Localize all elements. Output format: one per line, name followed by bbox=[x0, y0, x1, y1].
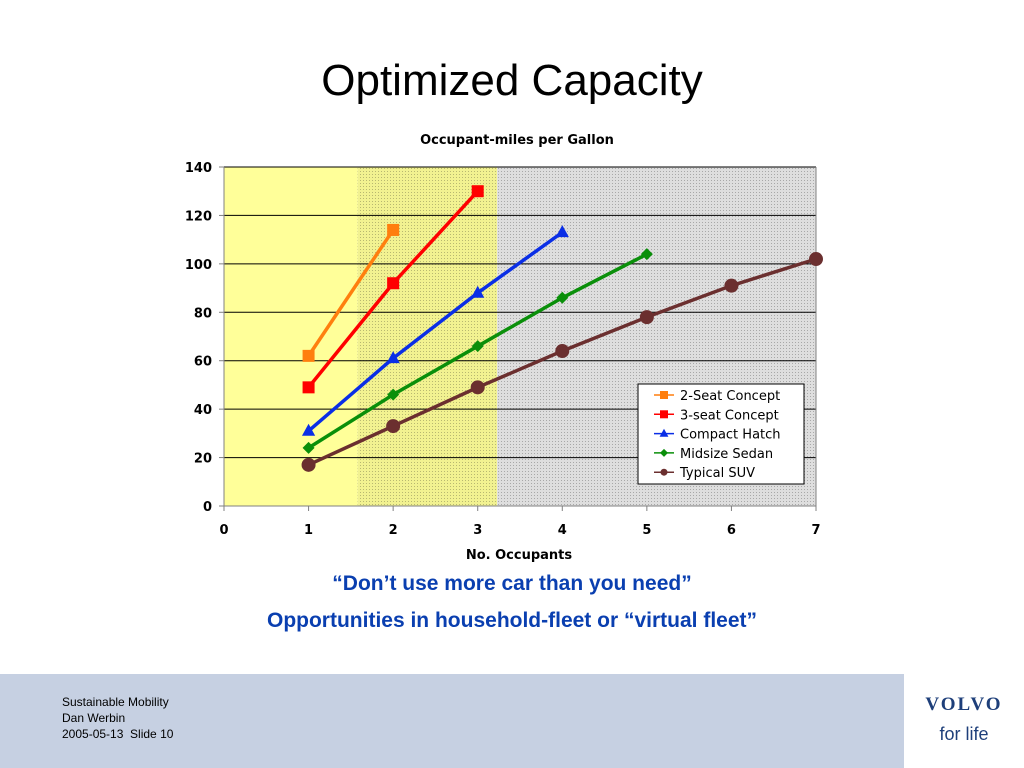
x-tick-label-7: 7 bbox=[811, 523, 820, 538]
data-point-3-3 bbox=[556, 291, 569, 304]
y-tick-label-20: 20 bbox=[194, 452, 212, 467]
data-point-2-1 bbox=[386, 351, 400, 364]
x-tick-label-6: 6 bbox=[727, 523, 736, 538]
y-tick-label-0: 0 bbox=[203, 500, 212, 515]
legend-swatch-marker-3 bbox=[660, 448, 668, 457]
x-tick-label-1: 1 bbox=[304, 523, 313, 538]
x-tick-label-4: 4 bbox=[558, 523, 567, 538]
legend-label-3: Midsize Sedan bbox=[680, 447, 773, 462]
legend-label-0: 2-Seat Concept bbox=[680, 389, 780, 404]
data-point-4-6 bbox=[809, 252, 823, 267]
logo-area: VOLVO for life bbox=[904, 674, 1024, 768]
series-line-2 bbox=[307, 230, 564, 433]
footer-line-author: Dan Werbin bbox=[62, 711, 126, 725]
data-point-2-3 bbox=[555, 225, 569, 238]
series-2 bbox=[301, 225, 569, 436]
data-point-4-3 bbox=[555, 344, 570, 359]
y-tick-label-100: 100 bbox=[185, 258, 212, 273]
data-point-4-0 bbox=[301, 457, 316, 472]
legend-swatch-marker-0 bbox=[660, 391, 668, 399]
slide-title: Optimized Capacity bbox=[321, 56, 703, 105]
series-0 bbox=[302, 223, 400, 362]
x-tick-label-3: 3 bbox=[473, 523, 482, 538]
x-tick-label-5: 5 bbox=[642, 523, 651, 538]
chart-title: Occupant-miles per Gallon bbox=[420, 133, 614, 148]
y-tick-label-120: 120 bbox=[185, 209, 212, 224]
data-point-4-5 bbox=[724, 278, 739, 293]
legend-swatch-marker-2 bbox=[659, 428, 669, 437]
data-point-1-0 bbox=[302, 381, 315, 394]
series-3 bbox=[302, 248, 653, 454]
data-point-4-2 bbox=[470, 380, 485, 395]
data-point-3-2 bbox=[471, 340, 484, 353]
data-point-4-4 bbox=[639, 310, 654, 325]
caption-line-2: Opportunities in household-fleet or “vir… bbox=[266, 609, 758, 632]
footer-line-date-slide: 2005-05-13 Slide 10 bbox=[62, 727, 174, 741]
background-band-1 bbox=[357, 167, 498, 506]
caption-line-1: “Don’t use more car than you need” bbox=[332, 572, 692, 595]
data-point-4-1 bbox=[386, 419, 401, 434]
y-tick-label-80: 80 bbox=[194, 306, 212, 321]
data-point-3-4 bbox=[640, 248, 653, 261]
y-tick-label-140: 140 bbox=[185, 161, 212, 176]
data-point-1-1 bbox=[387, 277, 400, 290]
x-tick-label-2: 2 bbox=[389, 523, 398, 538]
series-1 bbox=[302, 185, 484, 394]
footer-text: Sustainable Mobility Dan Werbin 2005-05-… bbox=[62, 694, 173, 742]
legend-label-2: Compact Hatch bbox=[680, 428, 781, 443]
series-line-0 bbox=[307, 228, 395, 357]
footer-line-topic: Sustainable Mobility bbox=[62, 695, 169, 709]
data-point-2-0 bbox=[301, 423, 316, 436]
data-point-3-0 bbox=[302, 441, 315, 454]
x-axis-label: No. Occupants bbox=[466, 548, 573, 563]
y-tick-label-60: 60 bbox=[194, 355, 212, 370]
data-point-3-1 bbox=[387, 388, 400, 401]
legend-swatch-marker-4 bbox=[660, 468, 668, 476]
x-tick-label-0: 0 bbox=[219, 523, 228, 538]
data-point-0-0 bbox=[302, 349, 315, 362]
legend-swatch-marker-1 bbox=[660, 410, 668, 419]
chart-legend: 2-Seat Concept 3-seat Concept Compact Hatc… bbox=[637, 383, 805, 485]
occupant-miles-chart: Occupant-miles per Gallon 02040608010012… bbox=[185, 133, 823, 563]
y-tick-label-40: 40 bbox=[194, 403, 212, 418]
legend-label-1: 3-seat Concept bbox=[680, 408, 779, 423]
series-4 bbox=[301, 252, 823, 472]
brand-tagline: for life bbox=[939, 724, 989, 744]
background-band-0 bbox=[224, 167, 358, 506]
data-point-2-2 bbox=[471, 285, 485, 298]
data-point-0-1 bbox=[387, 223, 400, 236]
data-point-1-2 bbox=[471, 185, 484, 198]
footer-bar: Sustainable Mobility Dan Werbin 2005-05-… bbox=[0, 674, 904, 768]
legend-label-4: Typical SUV bbox=[679, 466, 755, 481]
brand-logo: VOLVO bbox=[925, 694, 1003, 715]
